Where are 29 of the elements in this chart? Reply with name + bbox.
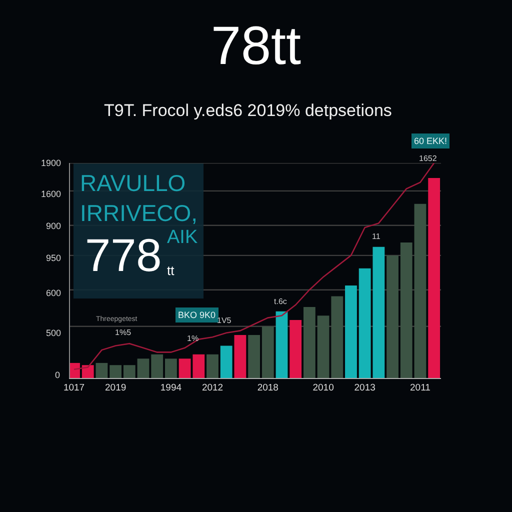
- text: 0: [55, 370, 60, 380]
- x-tick-label: 2013: [354, 382, 376, 394]
- annotation: 1%: [187, 334, 199, 343]
- annotation: 11: [372, 232, 381, 241]
- annotation: t.6c: [274, 297, 287, 306]
- text: 600: [46, 288, 62, 298]
- text: 500: [46, 328, 62, 338]
- annotation: AIK: [167, 227, 198, 248]
- chart-title: 78tt: [210, 16, 302, 76]
- x-tick-label: 2012: [202, 382, 224, 394]
- annotation: RAVULLO IRRIVECO,: [80, 170, 198, 226]
- text: 1600: [41, 189, 62, 199]
- annotation: tt: [167, 263, 175, 278]
- text: 900: [46, 221, 62, 231]
- text: 1900: [41, 158, 62, 168]
- text: 60 EKK!: [414, 136, 448, 146]
- x-tick-label: 2010: [312, 382, 334, 394]
- annotation: 778: [85, 229, 162, 281]
- text: 950: [46, 253, 62, 263]
- annotation: 1V5: [217, 316, 232, 325]
- chart-subtitle: T9T. Frocol y.eds6 2019% detpsetions: [104, 101, 392, 120]
- annotation: 1652: [419, 154, 438, 163]
- x-tick-label: 1017: [63, 382, 85, 394]
- x-tick-label: 2018: [257, 382, 278, 394]
- x-tick-label: 1994: [160, 382, 182, 394]
- annotation: BKO 9K0: [178, 310, 216, 320]
- annotation: 1%5: [115, 328, 132, 337]
- x-tick-label: 2011: [410, 382, 430, 394]
- x-tick-label: 2019: [104, 382, 126, 394]
